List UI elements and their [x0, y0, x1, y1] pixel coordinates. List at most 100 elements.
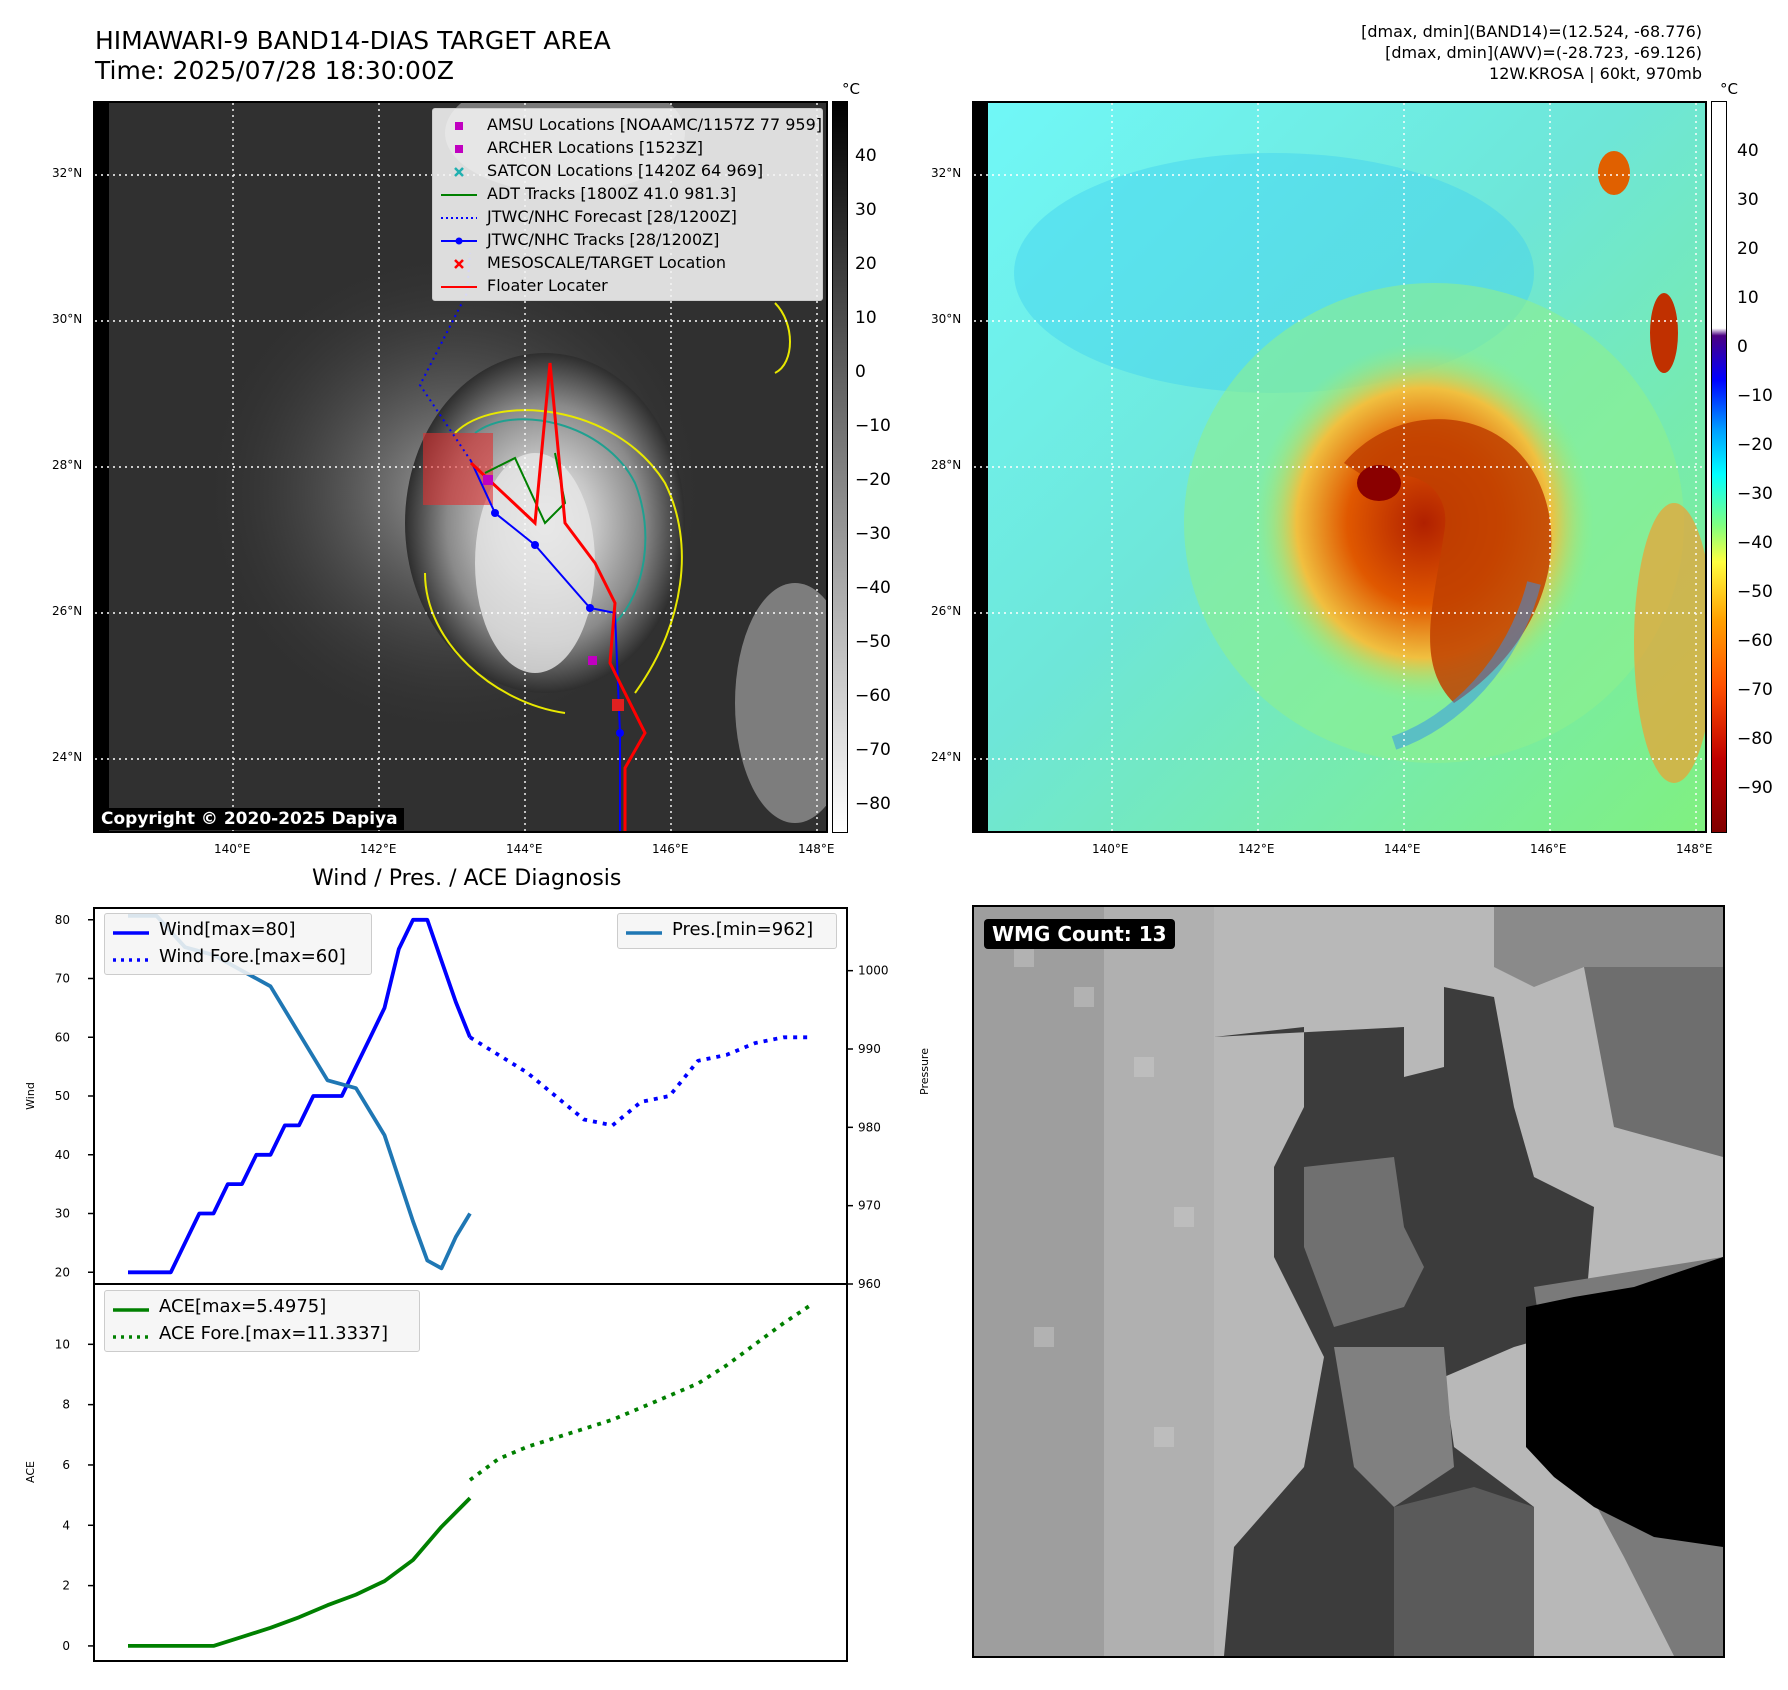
ace-ytick-label: 0 — [62, 1639, 70, 1653]
colorbar-tick: 20 — [1737, 239, 1759, 259]
legend-amsu: AMSU Locations [NOAAMC/1157Z 77 959] — [439, 113, 822, 136]
wind-legend: Wind[max=80] Wind Fore.[max=60] — [104, 913, 372, 975]
colorbar-tick: −60 — [855, 686, 891, 706]
colorbar-tick: −20 — [1737, 435, 1773, 455]
lat-label: 30°N — [931, 312, 962, 326]
ace-series-group — [128, 1302, 814, 1648]
awv-colorbar — [1711, 101, 1727, 833]
lat-label: 26°N — [52, 604, 83, 618]
square-icon — [439, 117, 479, 133]
awv-map — [972, 101, 1707, 833]
amsu-marker — [588, 656, 597, 665]
figure-title: HIMAWARI-9 BAND14-DIAS TARGET AREA — [95, 26, 611, 55]
colorbar-tick: −10 — [855, 416, 891, 436]
wind-ytick-label: 70 — [55, 972, 70, 986]
legend-wind: Wind[max=80] — [111, 916, 365, 943]
pres-ytick-label: 970 — [858, 1199, 881, 1213]
legend-pres: Pres.[min=962] — [624, 916, 830, 943]
pres-legend: Pres.[min=962] — [617, 913, 837, 949]
colorbar-tick: −50 — [855, 632, 891, 652]
x-icon — [439, 255, 479, 271]
colorbar-tick: −90 — [1737, 778, 1773, 798]
lat-label: 24°N — [931, 750, 962, 764]
wind-ytick-label: 80 — [55, 913, 70, 927]
line-icon — [439, 278, 479, 294]
wmg-imagery — [974, 907, 1723, 1656]
colorbar-tick: −60 — [1737, 631, 1773, 651]
line-dot-icon — [439, 232, 479, 248]
meta-storm: 12W.KROSA | 60kt, 970mb — [1489, 64, 1702, 83]
lon-label: 140°E — [214, 842, 251, 856]
colorbar-unit: °C — [842, 80, 860, 98]
target-marker — [612, 699, 624, 711]
dotted-line-icon — [111, 1326, 151, 1342]
legend-floater: Floater Locater — [439, 274, 816, 297]
pres-ytick-label: 980 — [858, 1120, 881, 1134]
colorbar-tick: 40 — [1737, 141, 1759, 161]
band14-colorbar — [832, 101, 848, 833]
legend-satcon: SATCON Locations [1420Z 64 969] — [439, 159, 816, 182]
colorbar-tick: −80 — [1737, 729, 1773, 749]
ace-ytick-label: 4 — [62, 1518, 70, 1532]
wind-ytick-label: 20 — [55, 1265, 70, 1279]
lon-label: 142°E — [1238, 842, 1275, 856]
colorbar-tick: −40 — [1737, 533, 1773, 553]
diagnosis-title: Wind / Pres. / ACE Diagnosis — [312, 866, 622, 891]
pres-axis: 960 970 980 990 1000 — [847, 964, 889, 1291]
jtwc-track-points — [491, 509, 624, 737]
lon-label: 148°E — [1676, 842, 1713, 856]
colorbar-tick: −40 — [855, 578, 891, 598]
legend-wind-fore: Wind Fore.[max=60] — [111, 943, 365, 970]
legend-archer: ARCHER Locations [1523Z] — [439, 136, 816, 159]
legend-label: Pres.[min=962] — [672, 919, 814, 940]
ace-frame — [93, 1283, 848, 1662]
lon-label: 144°E — [506, 842, 543, 856]
floater-box — [423, 433, 493, 505]
colorbar-tick: −70 — [1737, 680, 1773, 700]
legend-label: Wind[max=80] — [159, 919, 296, 940]
colorbar-tick: 0 — [1737, 337, 1748, 357]
meta-awv: [dmax, dmin](AWV)=(-28.723, -69.126) — [1385, 43, 1702, 62]
lat-label: 30°N — [52, 312, 83, 326]
colorbar-tick: −50 — [1737, 582, 1773, 602]
ace-ylabel: ACE — [24, 1461, 37, 1483]
meta-band14: [dmax, dmin](BAND14)=(12.524, -68.776) — [1361, 22, 1702, 41]
wmg-count-badge: WMG Count: 13 — [984, 919, 1175, 949]
ace-ytick-label: 6 — [62, 1458, 70, 1472]
line-icon — [111, 1299, 151, 1315]
ace-legend: ACE[max=5.4975] ACE Fore.[max=11.3337] — [104, 1290, 420, 1352]
line-icon — [624, 922, 664, 938]
colorbar-tick: −20 — [855, 470, 891, 490]
legend-label: ADT Tracks [1800Z 41.0 981.3] — [487, 184, 737, 203]
colorbar-tick: 10 — [855, 308, 877, 328]
line-icon — [111, 922, 151, 938]
lon-label: 144°E — [1384, 842, 1421, 856]
wind-forecast-line — [469, 1035, 812, 1128]
legend-label: JTWC/NHC Forecast [28/1200Z] — [487, 207, 737, 226]
colorbar-tick: 30 — [1737, 190, 1759, 210]
ace-ytick-label: 8 — [62, 1398, 70, 1412]
pressure-ylabel: Pressure — [918, 1048, 931, 1095]
wind-ytick-label: 50 — [55, 1089, 70, 1103]
lat-label: 28°N — [931, 458, 962, 472]
lon-label: 148°E — [798, 842, 835, 856]
legend-mesoscale: MESOSCALE/TARGET Location — [439, 251, 816, 274]
legend-label: Floater Locater — [487, 276, 608, 295]
archer-marker — [483, 475, 493, 485]
colorbar-tick: 20 — [855, 254, 877, 274]
legend-label: ACE Fore.[max=11.3337] — [159, 1323, 388, 1344]
awv-gridlines — [974, 103, 1705, 831]
line-icon — [439, 186, 479, 202]
wind-ytick-label: 30 — [55, 1207, 70, 1221]
figure-time: Time: 2025/07/28 18:30:00Z — [95, 56, 454, 85]
lat-label: 32°N — [52, 166, 83, 180]
colorbar-tick: 30 — [855, 200, 877, 220]
legend-jtwc-forecast: JTWC/NHC Forecast [28/1200Z] — [439, 205, 816, 228]
legend-label: ARCHER Locations [1523Z] — [487, 138, 704, 157]
legend-label: Wind Fore.[max=60] — [159, 946, 346, 967]
x-icon — [439, 163, 479, 179]
dotted-line-icon — [439, 209, 479, 225]
floater-locater-track — [469, 362, 647, 831]
pres-ytick-label: 1000 — [858, 964, 889, 978]
